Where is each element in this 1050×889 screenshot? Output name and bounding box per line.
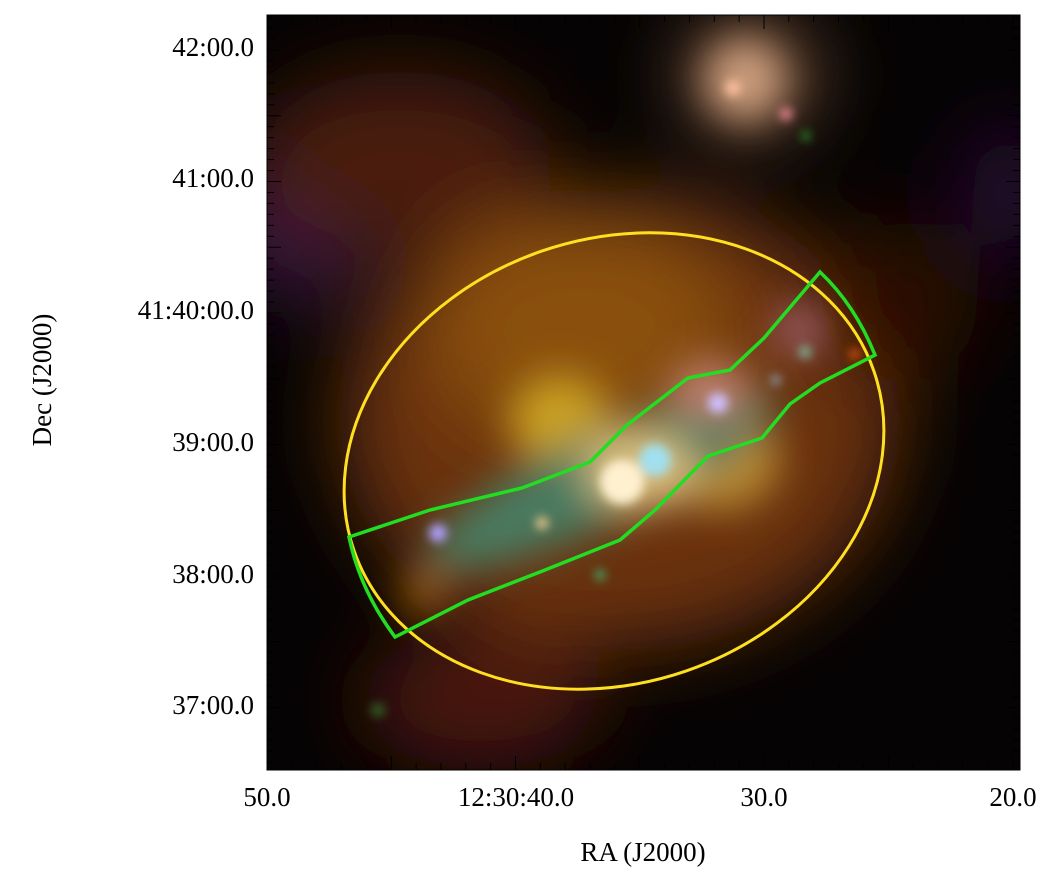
x-axis-label: RA (J2000) <box>580 837 705 867</box>
x-tick-label: 20.0 <box>989 782 1036 812</box>
y-tick-label: 42:00.0 <box>172 32 254 62</box>
y-tick-label: 41:00.0 <box>172 163 254 193</box>
sky-image <box>267 15 1020 770</box>
y-tick-label: 37:00.0 <box>172 690 254 720</box>
plot-frame <box>266 14 1021 771</box>
axis-ticks <box>266 15 1020 770</box>
x-tick-label: 50.0 <box>243 782 290 812</box>
x-tick-label: 30.0 <box>740 782 787 812</box>
slit-region <box>346 269 878 640</box>
x-tick-label: 12:30:40.0 <box>458 782 574 812</box>
y-tick-label: 38:00.0 <box>172 559 254 589</box>
y-tick-label: 39:00.0 <box>172 427 254 457</box>
y-tick-label: 41:40:00.0 <box>138 295 254 325</box>
y-axis-label: Dec (J2000) <box>27 314 57 447</box>
